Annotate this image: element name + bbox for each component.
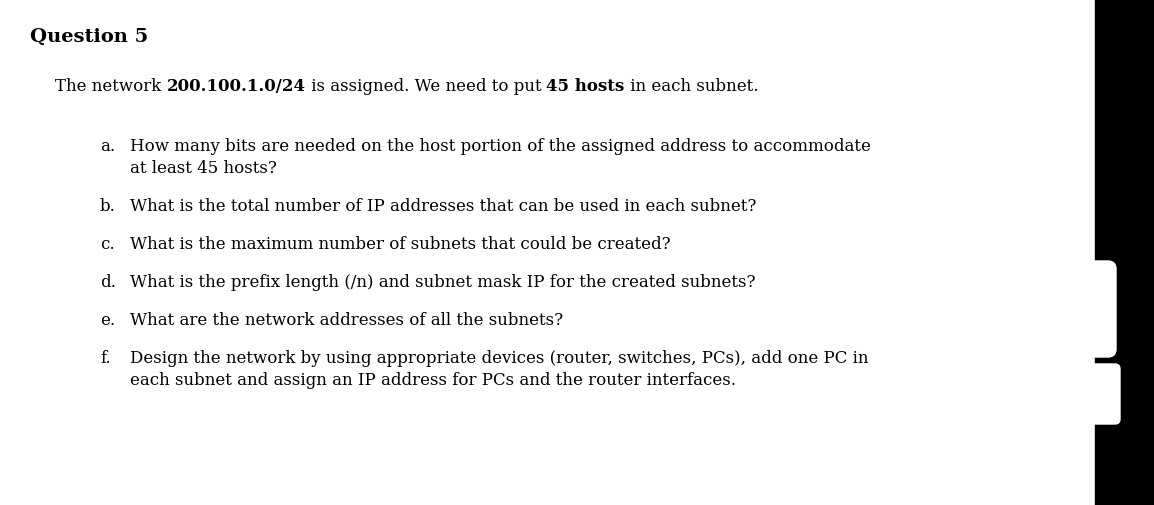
Text: What is the prefix length (/n) and subnet mask IP for the created subnets?: What is the prefix length (/n) and subne… [130,274,756,290]
Text: Question 5: Question 5 [30,28,148,46]
Text: What is the maximum number of subnets that could be created?: What is the maximum number of subnets th… [130,235,670,252]
Text: The network: The network [55,78,166,95]
Text: How many bits are needed on the host portion of the assigned address to accommod: How many bits are needed on the host por… [130,138,871,155]
Text: e.: e. [100,312,115,328]
Text: at least 45 hosts?: at least 45 hosts? [130,160,277,177]
FancyBboxPatch shape [1091,364,1121,424]
Text: 200.100.1.0/24: 200.100.1.0/24 [166,78,306,95]
Text: What are the network addresses of all the subnets?: What are the network addresses of all th… [130,312,563,328]
Text: 45 hosts: 45 hosts [546,78,624,95]
Text: in each subnet.: in each subnet. [624,78,758,95]
Bar [1095,0,1154,505]
Text: f.: f. [100,349,111,366]
Text: Design the network by using appropriate devices (router, switches, PCs), add one: Design the network by using appropriate … [130,349,869,366]
FancyBboxPatch shape [1070,262,1116,358]
Text: What is the total number of IP addresses that can be used in each subnet?: What is the total number of IP addresses… [130,197,756,215]
Text: each subnet and assign an IP address for PCs and the router interfaces.: each subnet and assign an IP address for… [130,371,736,388]
Text: a.: a. [100,138,115,155]
Text: is assigned. We need to put: is assigned. We need to put [306,78,546,95]
Text: b.: b. [100,197,115,215]
Text: c.: c. [100,235,114,252]
Text: d.: d. [100,274,115,290]
